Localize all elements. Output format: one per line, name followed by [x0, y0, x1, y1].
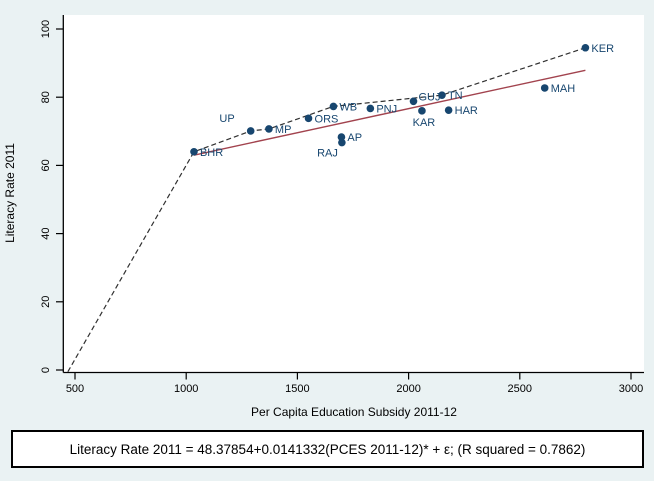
regression-equation-text: Literacy Rate 2011 = 48.37854+0.0141332(… [69, 441, 586, 457]
caption-box: Literacy Rate 2011 = 48.37854+0.0141332(… [11, 430, 644, 468]
data-point-RAJ [338, 138, 346, 147]
point-label-TN: TN [448, 90, 463, 102]
y-tick-label-60: 60 [40, 159, 52, 171]
data-point-WB [329, 102, 338, 111]
point-label-PNJ: PNJ [376, 103, 397, 115]
y-tick-label-0: 0 [40, 367, 52, 373]
data-point-ORS [304, 114, 313, 123]
point-label-UP: UP [219, 113, 234, 125]
data-point-GUJ [409, 97, 418, 106]
x-tick-label-500: 500 [66, 383, 84, 395]
y-tick-label-100: 100 [40, 20, 52, 38]
regression-fit-line [193, 69, 586, 156]
x-tick-label-1000: 1000 [174, 383, 198, 395]
x-tick-label-2000: 2000 [396, 383, 420, 395]
point-label-MAH: MAH [551, 83, 576, 95]
data-point-AP [337, 133, 346, 141]
x-axis-title: Per Capita Education Subsidy 2011-12 [251, 405, 457, 419]
y-tick-label-20: 20 [40, 296, 52, 308]
data-point-HAR [444, 106, 453, 114]
x-tick-label-2500: 2500 [508, 383, 532, 395]
data-point-PNJ [366, 104, 375, 113]
data-point-UP [246, 127, 255, 135]
point-label-GUJ: GUJ [418, 91, 440, 103]
data-point-MP [265, 125, 273, 133]
point-label-WB: WB [339, 101, 357, 113]
point-label-KAR: KAR [413, 117, 436, 129]
data-point-KAR [418, 107, 426, 115]
point-label-ORS: ORS [315, 113, 339, 125]
data-point-MAH [540, 84, 549, 92]
plot-area [63, 15, 645, 373]
data-point-BHR [190, 147, 198, 156]
x-tick-label-3000: 3000 [619, 383, 643, 395]
point-label-MP: MP [275, 124, 292, 136]
point-label-BHR: BHR [200, 147, 223, 159]
data-point-TN [438, 91, 446, 99]
y-tick-label-40: 40 [40, 227, 52, 239]
point-label-HAR: HAR [455, 105, 478, 117]
y-tick-label-80: 80 [40, 91, 52, 103]
y-axis-title: Literacy Rate 2011 [3, 143, 17, 243]
data-point-KER [581, 43, 590, 52]
point-label-RAJ: RAJ [317, 148, 338, 160]
point-label-KER: KER [591, 43, 614, 55]
point-label-AP: AP [347, 132, 362, 144]
x-tick-label-1500: 1500 [285, 383, 309, 395]
